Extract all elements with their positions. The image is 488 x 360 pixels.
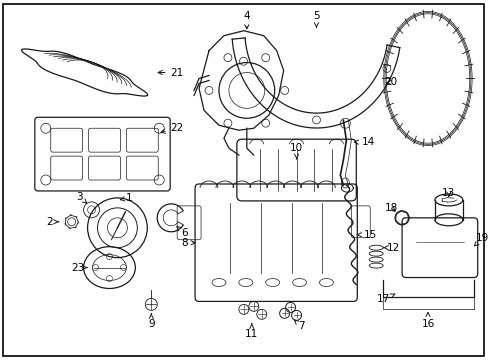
- Text: 7: 7: [294, 320, 304, 331]
- Text: 19: 19: [473, 233, 488, 246]
- Text: 1: 1: [120, 193, 132, 203]
- Text: 10: 10: [289, 143, 303, 159]
- Text: 20: 20: [384, 77, 397, 87]
- Text: 3: 3: [76, 192, 86, 203]
- Text: 6: 6: [177, 226, 187, 238]
- Text: 21: 21: [158, 68, 183, 77]
- Text: 2: 2: [46, 217, 59, 227]
- Text: 16: 16: [421, 312, 434, 329]
- Text: 5: 5: [312, 11, 319, 27]
- Text: 13: 13: [441, 188, 454, 198]
- Text: 14: 14: [354, 137, 374, 147]
- Text: 15: 15: [357, 230, 376, 240]
- Text: 12: 12: [383, 243, 399, 253]
- Text: 8: 8: [181, 238, 195, 248]
- Text: 11: 11: [244, 324, 258, 339]
- Text: 4: 4: [243, 11, 250, 29]
- Text: 22: 22: [161, 123, 183, 133]
- Text: 9: 9: [148, 314, 154, 329]
- Text: 23: 23: [71, 262, 87, 273]
- Text: 17: 17: [376, 294, 394, 305]
- Text: 18: 18: [384, 203, 397, 213]
